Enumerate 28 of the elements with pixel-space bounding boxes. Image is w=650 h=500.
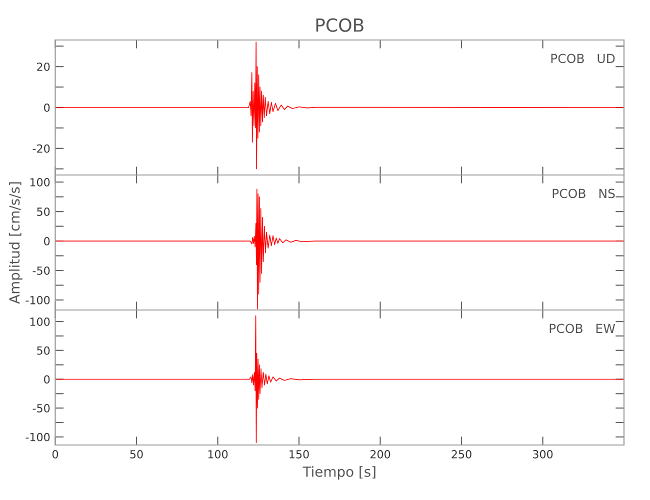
- y-tick-label: 0: [44, 103, 50, 112]
- y-tick-label: 100: [30, 318, 50, 326]
- annotation: PCOB EW: [550, 324, 616, 334]
- x-tick-label: 300: [532, 450, 553, 458]
- line-series: [55, 42, 624, 170]
- x-tick-label: 50: [130, 450, 143, 458]
- y-tick-label: 0: [44, 375, 50, 384]
- y-tick-label: -50: [32, 404, 50, 412]
- x-tick-label: 250: [452, 450, 472, 458]
- annotation: PCOB NS: [552, 188, 615, 198]
- y-tick-label: -100: [26, 296, 50, 304]
- x-tick-label: 150: [290, 450, 309, 458]
- y-tick-label: 0: [44, 237, 50, 246]
- y-tick-label: 50: [37, 208, 50, 216]
- y-tick-label: -100: [26, 432, 50, 442]
- x-tick-label: 0: [52, 450, 58, 458]
- y-tick-label: -50: [32, 266, 50, 275]
- y-tick-label: 50: [37, 346, 50, 355]
- x-axis-title: Tiempo [s]: [302, 466, 376, 480]
- annotation: PCOB UD: [551, 54, 615, 64]
- y-axis-title: Amplitud [cm/s/s]: [8, 182, 22, 304]
- x-tick-label: 200: [370, 450, 390, 458]
- y-tick-label: -20: [32, 144, 50, 153]
- x-tick-label: 100: [208, 450, 228, 458]
- y-tick-label: 100: [30, 178, 50, 186]
- chart-title: PCOB: [316, 18, 364, 32]
- y-tick-label: 20: [37, 62, 50, 71]
- line-series: [55, 315, 624, 444]
